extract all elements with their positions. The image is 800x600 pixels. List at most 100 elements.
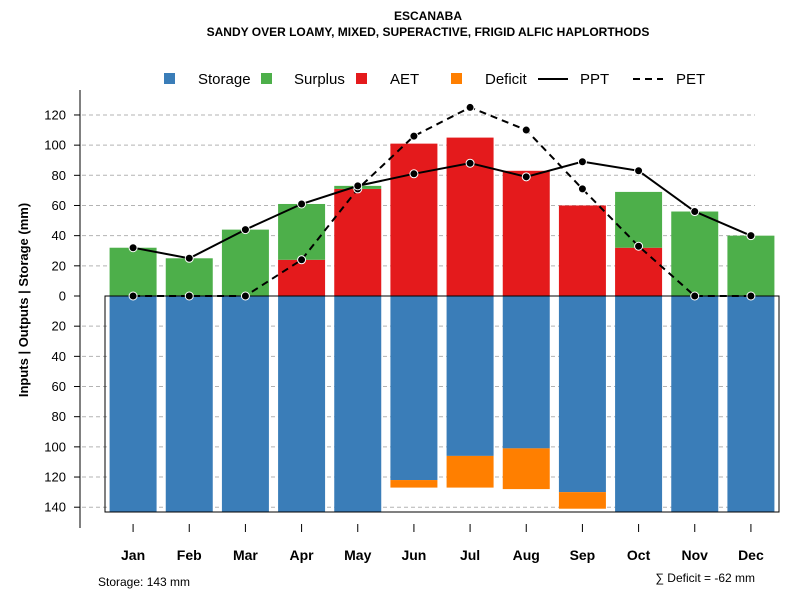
pet-point bbox=[409, 131, 419, 141]
chart-title: ESCANABA bbox=[394, 9, 462, 23]
deficit-bar bbox=[390, 480, 438, 488]
legend-swatch-deficit bbox=[451, 73, 462, 84]
y-tick-label: 140 bbox=[44, 500, 66, 515]
ppt-point bbox=[297, 199, 307, 209]
y-tick-label: 80 bbox=[52, 409, 66, 424]
deficit-note: ∑ Deficit = -62 mm bbox=[655, 571, 755, 585]
y-tick-label: 120 bbox=[44, 470, 66, 485]
pet-point bbox=[634, 241, 644, 251]
pet-point bbox=[521, 125, 531, 135]
pet-point bbox=[690, 291, 700, 301]
storage-bar bbox=[109, 296, 157, 512]
surplus-bar bbox=[109, 247, 157, 296]
ppt-point bbox=[634, 166, 644, 176]
storage-bar bbox=[558, 296, 606, 493]
ppt-point bbox=[577, 157, 587, 167]
x-tick-label: Aug bbox=[513, 547, 540, 563]
legend-label-storage: Storage bbox=[198, 71, 251, 88]
deficit-bar bbox=[446, 455, 494, 488]
aet-bar bbox=[502, 170, 550, 296]
deficit-bar bbox=[502, 448, 550, 490]
pet-point bbox=[240, 291, 250, 301]
ppt-point bbox=[409, 169, 419, 179]
storage-bar bbox=[446, 296, 494, 456]
ppt-point bbox=[521, 172, 531, 182]
storage-bar bbox=[615, 296, 663, 512]
surplus-bar bbox=[165, 258, 213, 296]
x-tick-label: Oct bbox=[627, 547, 651, 563]
y-tick-label: 40 bbox=[52, 349, 66, 364]
storage-bar bbox=[502, 296, 550, 449]
legend-label-surplus: Surplus bbox=[294, 71, 345, 88]
legend-label-aet: AET bbox=[390, 71, 419, 88]
y-tick-label: 40 bbox=[52, 228, 66, 243]
surplus-bar bbox=[671, 211, 719, 296]
storage-bar bbox=[727, 296, 775, 512]
ppt-point bbox=[240, 225, 250, 235]
ppt-point bbox=[746, 231, 756, 241]
aet-bar bbox=[334, 188, 382, 296]
aet-bar bbox=[390, 143, 438, 296]
pet-point bbox=[184, 291, 194, 301]
pet-line bbox=[133, 106, 751, 297]
x-tick-label: Dec bbox=[738, 547, 764, 563]
surplus-bar bbox=[221, 229, 269, 296]
x-tick-label: Nov bbox=[682, 547, 709, 563]
series-lines bbox=[128, 102, 756, 301]
x-tick-label: May bbox=[344, 547, 371, 563]
x-tick-label: Feb bbox=[177, 547, 202, 563]
ppt-line bbox=[132, 160, 752, 260]
y-tick-label: 120 bbox=[44, 107, 66, 122]
storage-bar bbox=[278, 296, 326, 512]
ppt-point bbox=[353, 181, 363, 191]
surplus-bar bbox=[727, 235, 775, 296]
y-tick-label: 80 bbox=[52, 168, 66, 183]
y-tick-label: 100 bbox=[44, 439, 66, 454]
pet-point bbox=[577, 184, 587, 194]
x-tick-label: Jul bbox=[460, 547, 480, 563]
pet-point bbox=[128, 291, 138, 301]
chart-subtitle: SANDY OVER LOAMY, MIXED, SUPERACTIVE, FR… bbox=[207, 25, 650, 39]
aet-bar bbox=[558, 205, 606, 296]
legend-label-pet: PET bbox=[676, 71, 705, 88]
y-tick-label: 100 bbox=[44, 138, 66, 153]
storage-note: Storage: 143 mm bbox=[98, 575, 190, 589]
y-tick-label: 0 bbox=[59, 289, 66, 304]
pet-point bbox=[746, 291, 756, 301]
storage-bar bbox=[671, 296, 719, 512]
aet-bar bbox=[615, 247, 663, 296]
ppt-point bbox=[128, 243, 138, 253]
y-tick-label: 60 bbox=[52, 198, 66, 213]
y-axis-label: Inputs | Outputs | Storage (mm) bbox=[16, 203, 31, 397]
storage-bar bbox=[334, 296, 382, 512]
legend-swatch-storage bbox=[164, 73, 175, 84]
axes: 120 100 80 60 40 20 0 20 40 60 80 100 120 140 Jan Feb Ma… bbox=[44, 90, 764, 563]
x-tick-label: Jan bbox=[121, 547, 145, 563]
pet-point bbox=[465, 102, 475, 112]
storage-bar bbox=[390, 296, 438, 481]
x-tick-label: Mar bbox=[233, 547, 258, 563]
legend: Storage Surplus AET Deficit PPT PET bbox=[164, 71, 705, 88]
ppt-point bbox=[465, 158, 475, 168]
deficit-bar bbox=[558, 492, 606, 509]
legend-label-ppt: PPT bbox=[580, 71, 609, 88]
storage-bar bbox=[165, 296, 213, 512]
x-tick-label: Jun bbox=[401, 547, 426, 563]
storage-bar bbox=[221, 296, 269, 512]
ppt-point bbox=[184, 253, 194, 263]
surplus-bar bbox=[615, 191, 663, 248]
bars bbox=[109, 137, 775, 512]
x-tick-label: Sep bbox=[570, 547, 596, 563]
aet-bar bbox=[278, 259, 326, 296]
legend-swatch-surplus bbox=[261, 73, 272, 84]
surplus-bar bbox=[278, 203, 326, 260]
y-tick-label: 20 bbox=[52, 258, 66, 273]
ppt-point bbox=[690, 207, 700, 217]
legend-label-deficit: Deficit bbox=[485, 71, 528, 88]
legend-swatch-aet bbox=[356, 73, 367, 84]
y-tick-label: 60 bbox=[52, 379, 66, 394]
pet-point bbox=[297, 255, 307, 265]
y-tick-label: 20 bbox=[52, 319, 66, 334]
x-tick-label: Apr bbox=[290, 547, 315, 563]
